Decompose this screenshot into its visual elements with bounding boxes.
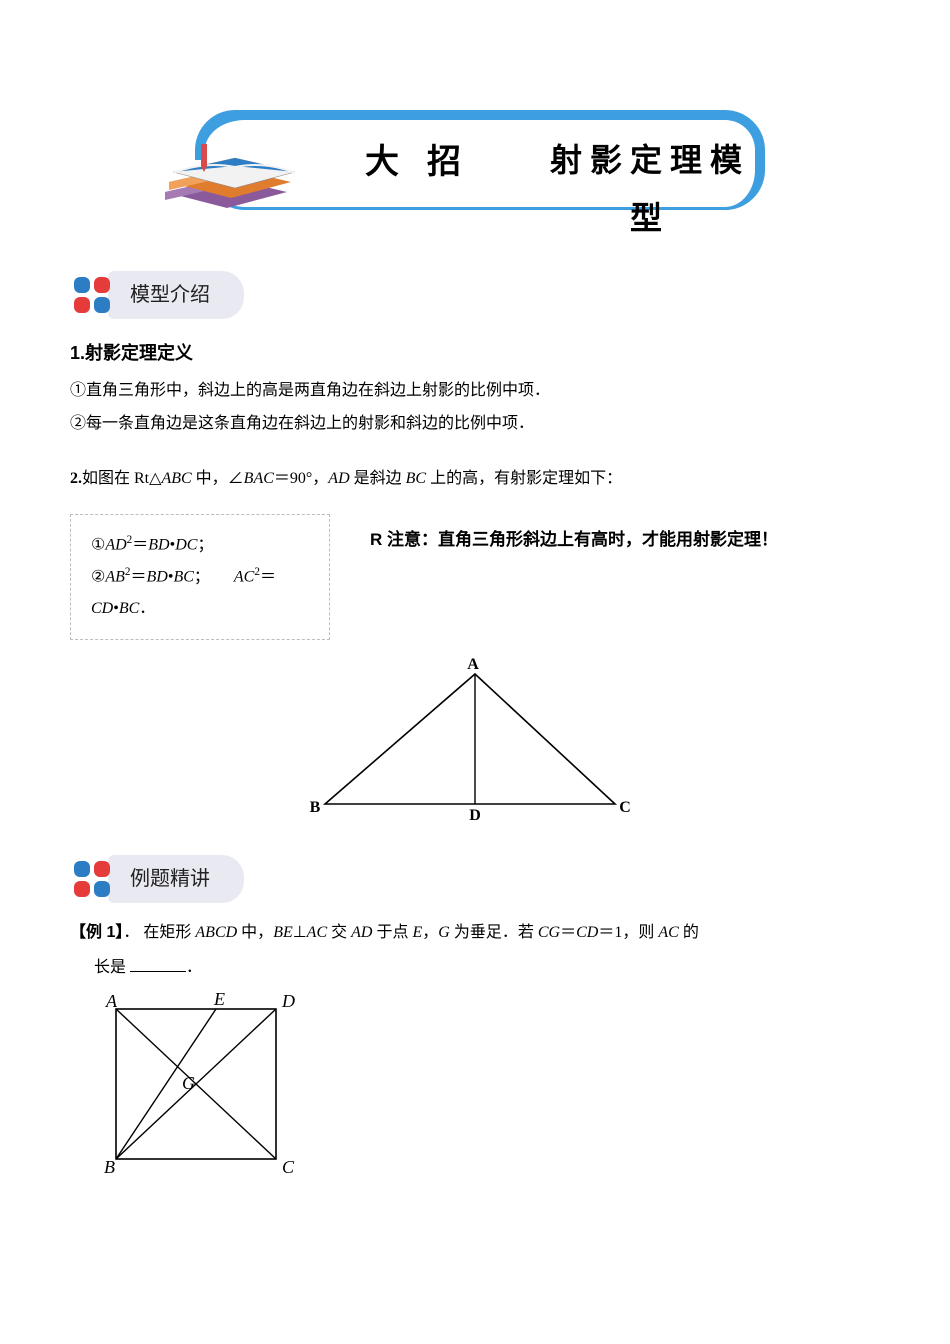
rect-E: E <box>213 989 225 1009</box>
f1-g: ； <box>197 536 213 553</box>
label-B: B <box>310 799 321 816</box>
f1-a: ① <box>91 536 105 553</box>
ex-cd: CD <box>576 924 598 941</box>
f2-a: ② <box>91 568 105 585</box>
ex-abcd: ABCD <box>195 924 237 941</box>
ex-d: 于点 <box>372 924 412 941</box>
ex-g: G <box>438 924 450 941</box>
banner-title-sub: 射影定理模型 <box>535 132 765 247</box>
f2-f: BC <box>173 568 193 585</box>
formula-row: ①AD2＝BD•DC； ②AB2＝BD•BC； AC2＝ CD•BC． R 注意… <box>70 514 880 641</box>
note-box: R 注意：直角三角形斜边上有高时，才能用射影定理！ <box>370 514 880 556</box>
f1-f: DC <box>175 536 197 553</box>
ex-f: 为垂足．若 <box>450 924 538 941</box>
rect-C: C <box>282 1157 295 1177</box>
abc: ABC <box>161 470 191 487</box>
bc: BC <box>406 470 426 487</box>
formula-box: ①AD2＝BD•DC； ②AB2＝BD•BC； AC2＝ CD•BC． <box>70 514 330 641</box>
tri-symbol: △ <box>149 470 161 487</box>
rect-svg: A D B C E G <box>86 989 306 1179</box>
num-2: 2. <box>70 470 82 487</box>
rect-B: B <box>104 1157 115 1177</box>
f2-h: AC <box>234 568 254 585</box>
note-text: 注意：直角三角形斜边上有高时，才能用射影定理！ <box>382 530 778 549</box>
rect-D: D <box>281 991 295 1011</box>
pill-icon-2 <box>70 857 114 901</box>
ex-be: BE <box>273 924 293 941</box>
f2-d: BD <box>147 568 168 585</box>
label-D: D <box>469 807 481 824</box>
label-C: C <box>619 799 631 816</box>
f1-c: ＝ <box>132 536 148 553</box>
banner-graphic: 大招 射影定理模型 <box>185 100 765 230</box>
answer-blank <box>130 956 186 972</box>
ex-g2: 的 <box>679 924 699 941</box>
definition-line-2: ②每一条直角边是这条直角边在斜边上的射影和斜边的比例中项． <box>70 410 880 439</box>
ex-ad: AD <box>351 924 372 941</box>
ex-ac: AC <box>307 924 327 941</box>
books-icon <box>155 130 305 220</box>
label-A: A <box>467 656 479 673</box>
definition-line-1: ①直角三角形中，斜边上的高是两直角边在斜边上射影的比例中项． <box>70 377 880 406</box>
f3-a: CD <box>91 600 113 617</box>
pill-icon <box>70 273 114 317</box>
triangle-figure: A B C D <box>70 654 880 835</box>
f2-g: ； <box>194 568 210 585</box>
rectangle-figure: A D B C E G <box>86 989 880 1190</box>
rect-G: G <box>182 1073 195 1093</box>
section-examples-pill: 例题精讲 <box>70 855 880 903</box>
definition-heading: 1.射影定理定义 <box>70 337 880 369</box>
ex-ac2: AC <box>658 924 678 941</box>
f3-d: ． <box>139 600 155 617</box>
f2-b: AB <box>105 568 125 585</box>
theorem-intro: 2.如图在 Rt△ABC 中，∠BAC＝90°，AD 是斜边 BC 上的高，有射… <box>70 465 880 494</box>
t-d: 是斜边 <box>350 470 406 487</box>
example-1-line2: 长是 ． <box>70 954 880 983</box>
title-banner: 大招 射影定理模型 <box>70 100 880 241</box>
t-b: 中，∠ <box>192 470 244 487</box>
f3-c: BC <box>119 600 139 617</box>
ex-c: 交 <box>327 924 351 941</box>
f2-i: ＝ <box>260 568 276 585</box>
ex-e: E <box>412 924 422 941</box>
f1-d: BD <box>148 536 169 553</box>
t-c: ＝90°， <box>274 470 328 487</box>
ex-eq: ＝ <box>560 924 576 941</box>
ex-cg: CG <box>538 924 560 941</box>
t-a: 如图在 Rt <box>82 470 149 487</box>
ex-perp: ⊥ <box>293 924 307 941</box>
note-lead: R <box>370 530 382 549</box>
section-intro-label: 模型介绍 <box>108 271 244 319</box>
ex-dot: ． <box>123 924 139 941</box>
formula-3: CD•BC． <box>91 593 309 625</box>
example-1-tag: 【例 1】 <box>70 924 123 941</box>
ex-e2: ， <box>422 924 438 941</box>
f2-c: ＝ <box>130 568 146 585</box>
formula-1: ①AD2＝BD•DC； <box>91 529 309 561</box>
ex-val: ＝1，则 <box>598 924 658 941</box>
triangle-svg: A B C D <box>295 654 655 824</box>
t-e: 上的高，有射影定理如下： <box>426 470 622 487</box>
rect-A: A <box>105 991 118 1011</box>
section-intro-pill: 模型介绍 <box>70 271 880 319</box>
section-examples-label: 例题精讲 <box>108 855 244 903</box>
ad: AD <box>328 470 349 487</box>
ex-a: 在矩形 <box>143 924 195 941</box>
ex-b: 中， <box>237 924 273 941</box>
f1-b: AD <box>105 536 126 553</box>
bac: BAC <box>244 470 274 487</box>
formula-2: ②AB2＝BD•BC； AC2＝ <box>91 561 309 593</box>
banner-title-main: 大招 <box>365 132 489 193</box>
example-1: 【例 1】． 在矩形 ABCD 中，BE⊥AC 交 AD 于点 E，G 为垂足．… <box>70 919 880 948</box>
ex-line2: 长是 <box>94 959 126 976</box>
